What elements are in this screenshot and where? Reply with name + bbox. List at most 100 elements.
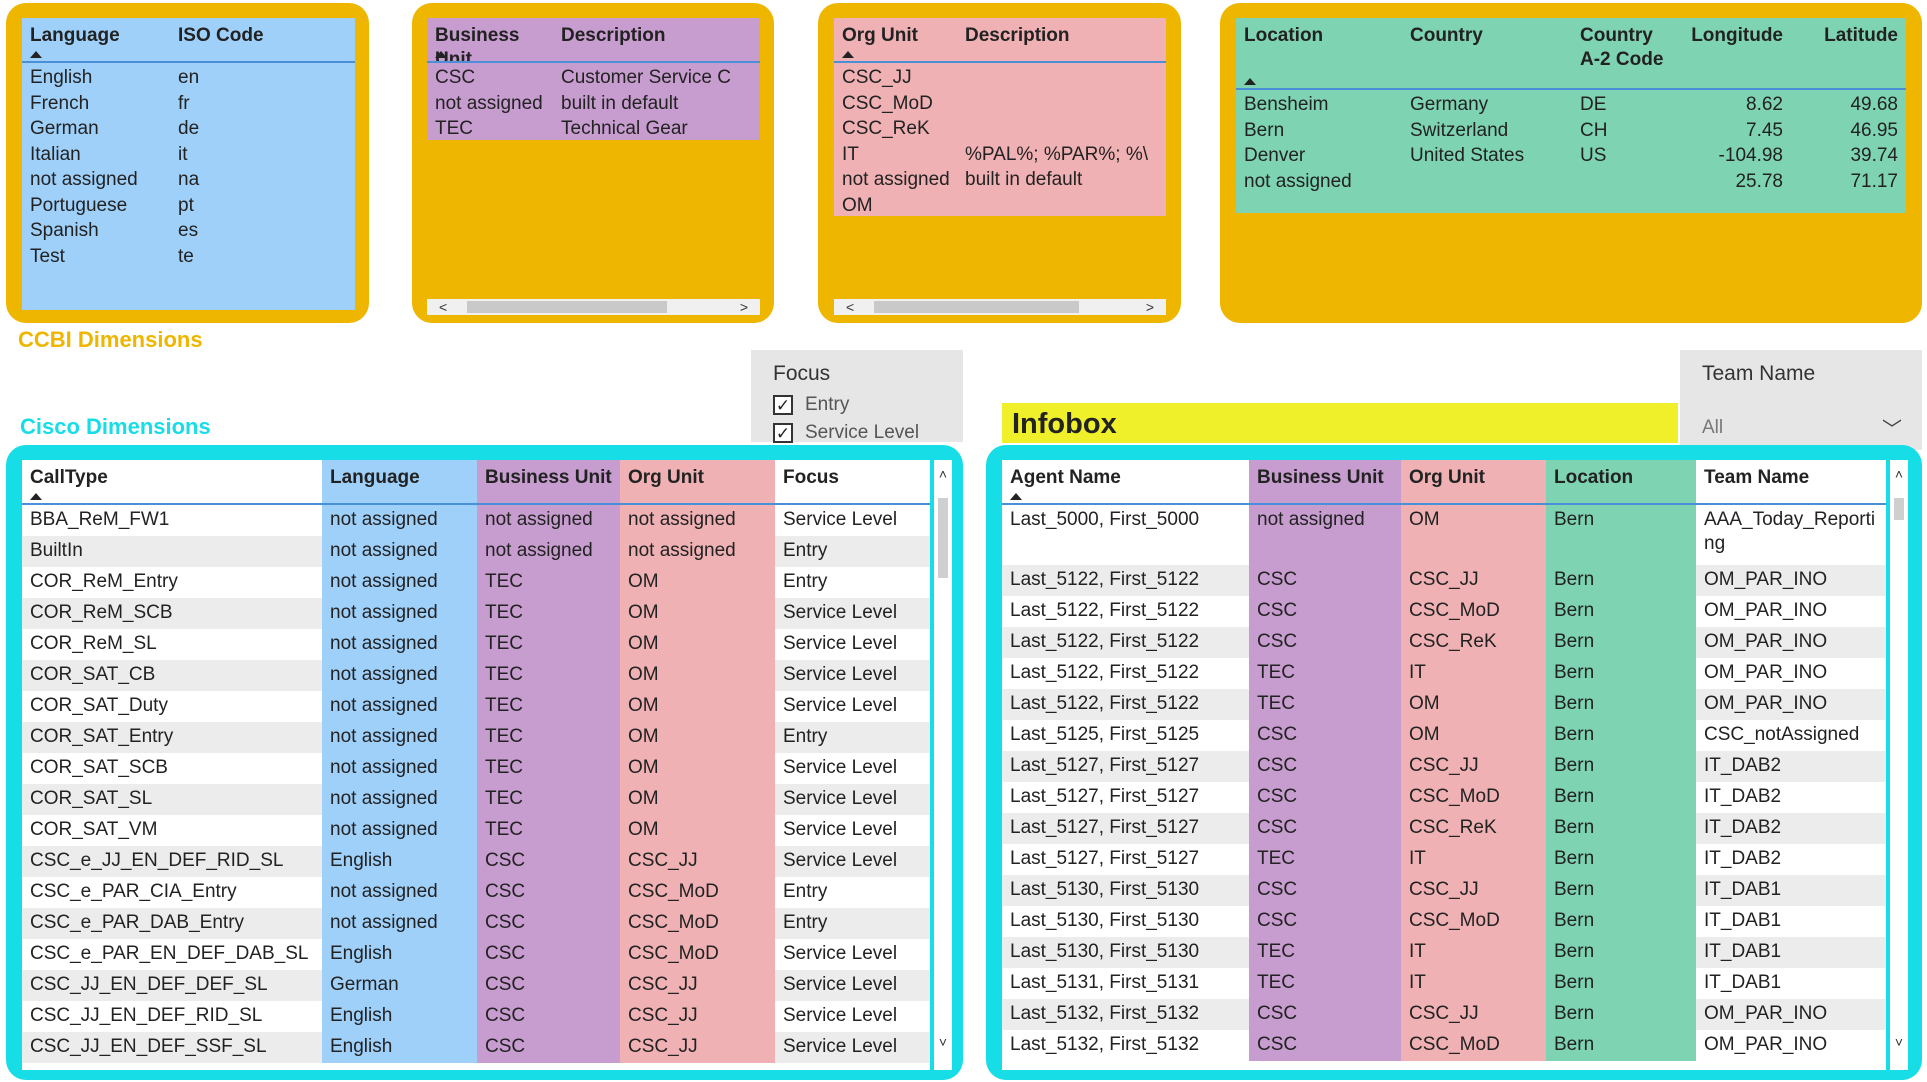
table-row[interactable]: COR_SAT_Entry not assigned TEC OM Entry	[22, 722, 930, 753]
sort-ascending-icon[interactable]	[30, 51, 42, 58]
table-row[interactable]: Last_5131, First_5131 TEC IT Bern IT_DAB1	[1002, 968, 1886, 999]
column-header[interactable]: Latitude	[1791, 18, 1906, 88]
table-row[interactable]: Last_5130, First_5130 CSC CSC_JJ Bern IT_DAB…	[1002, 875, 1886, 906]
column-header[interactable]: Org Unit	[834, 18, 957, 61]
scroll-up-icon[interactable]: ˄	[938, 466, 948, 482]
table-row[interactable]: Last_5122, First_5122 TEC IT Bern OM_PAR_INO	[1002, 658, 1886, 689]
sort-ascending-icon[interactable]	[30, 493, 42, 500]
agent-vscroll[interactable]: ˄ ˅	[1890, 460, 1908, 1070]
table-row[interactable]: CSC_e_JJ_EN_DEF_RID_SL English CSC CSC_JJ Se…	[22, 846, 930, 877]
table-row[interactable]: Last_5130, First_5130 TEC IT Bern IT_DAB1	[1002, 937, 1886, 968]
focus-option-entry[interactable]: ✓ Entry	[773, 394, 849, 416]
table-row[interactable]: not assigned 25.78 71.17	[1236, 166, 1906, 192]
table-row[interactable]: Bern Switzerland CH 7.45 46.95	[1236, 115, 1906, 141]
table-row[interactable]: IT %PAL%; %PAR%; %\	[834, 139, 1166, 165]
table-row[interactable]: Last_5127, First_5127 CSC CSC_MoD Bern IT_DA…	[1002, 782, 1886, 813]
column-header[interactable]: Language	[22, 18, 170, 61]
scroll-right-icon[interactable]: >	[1145, 299, 1154, 315]
scroll-left-icon[interactable]: <	[846, 299, 855, 315]
table-row[interactable]: COR_ReM_SL not assigned TEC OM Service Level	[22, 629, 930, 660]
column-header[interactable]: Business Unit	[1249, 460, 1401, 503]
table-row[interactable]: CSC_e_PAR_EN_DEF_DAB_SL English CSC CSC_MoD…	[22, 939, 930, 970]
sort-ascending-icon[interactable]	[1010, 493, 1022, 500]
table-row[interactable]: Last_5122, First_5122 CSC CSC_JJ Bern OM_PAR…	[1002, 565, 1886, 596]
table-row[interactable]: CSC_JJ_EN_DEF_RID_SL English CSC CSC_JJ Serv…	[22, 1001, 930, 1032]
table-row[interactable]: not assigned na	[22, 165, 355, 191]
column-header[interactable]: Focus	[775, 460, 930, 503]
table-row[interactable]: Bensheim Germany DE 8.62 49.68	[1236, 90, 1906, 116]
column-header[interactable]: Language	[322, 460, 477, 503]
table-row[interactable]: Last_5127, First_5127 CSC CSC_JJ Bern IT_DAB…	[1002, 751, 1886, 782]
table-row[interactable]: Last_5127, First_5127 CSC CSC_ReK Bern IT_DA…	[1002, 813, 1886, 844]
table-row[interactable]: OM	[834, 190, 1166, 216]
column-header[interactable]: Org Unit	[1401, 460, 1546, 503]
table-row[interactable]: BBA_ReM_FW1 not assigned not assigned not a…	[22, 505, 930, 536]
vscroll-thumb[interactable]	[938, 498, 948, 578]
table-row[interactable]: Last_5127, First_5127 TEC IT Bern IT_DAB2	[1002, 844, 1886, 875]
table-row[interactable]: CSC_JJ_EN_DEF_DEF_SL German CSC CSC_JJ Servi…	[22, 970, 930, 1001]
table-row[interactable]: CSC_MoD	[834, 88, 1166, 114]
column-header[interactable]: Location	[1236, 18, 1402, 88]
focus-option-service-level[interactable]: ✓ Service Level	[773, 422, 919, 444]
column-header[interactable]: Business Unit	[477, 460, 620, 503]
column-header[interactable]: Org Unit	[620, 460, 775, 503]
column-header[interactable]: Team Name	[1696, 460, 1886, 503]
table-row[interactable]: CSC Customer Service C	[427, 63, 760, 89]
table-row[interactable]: COR_ReM_SCB not assigned TEC OM Service Leve…	[22, 598, 930, 629]
scroll-left-icon[interactable]: <	[439, 299, 448, 315]
table-row[interactable]: COR_ReM_Entry not assigned TEC OM Entry	[22, 567, 930, 598]
table-row[interactable]: COR_SAT_CB not assigned TEC OM Service Level	[22, 660, 930, 691]
sort-ascending-icon[interactable]	[435, 51, 447, 58]
checkbox-icon[interactable]: ✓	[773, 395, 793, 415]
scroll-down-icon[interactable]: ˅	[1894, 1034, 1904, 1050]
table-row[interactable]: Test te	[22, 241, 355, 267]
table-row[interactable]: CSC_e_PAR_CIA_Entry not assigned CSC CSC_Mo…	[22, 877, 930, 908]
column-header[interactable]: Description	[553, 18, 760, 61]
table-row[interactable]: Italian it	[22, 139, 355, 165]
table-row[interactable]: Last_5122, First_5122 CSC CSC_MoD Bern OM_PA…	[1002, 596, 1886, 627]
table-row[interactable]: not assigned built in default	[834, 165, 1166, 191]
table-row[interactable]: COR_SAT_SL not assigned TEC OM Service Level	[22, 784, 930, 815]
hscroll-thumb[interactable]	[467, 301, 667, 313]
table-row[interactable]: Last_5125, First_5125 CSC OM Bern CSC_notAss…	[1002, 720, 1886, 751]
chevron-down-icon[interactable]: ﹀	[1882, 419, 1902, 441]
table-row[interactable]: Last_5130, First_5130 CSC CSC_MoD Bern IT_DA…	[1002, 906, 1886, 937]
table-row[interactable]: TEC Technical Gear	[427, 114, 760, 140]
table-row[interactable]: CSC_ReK	[834, 114, 1166, 140]
table-row[interactable]: not assigned built in default	[427, 88, 760, 114]
table-row[interactable]: Denver United States US -104.98 39.74	[1236, 141, 1906, 167]
sort-ascending-icon[interactable]	[842, 51, 854, 58]
table-row[interactable]: CSC_JJ	[834, 63, 1166, 89]
table-row[interactable]: Last_5132, First_5132 CSC CSC_JJ Bern OM_PAR…	[1002, 999, 1886, 1030]
table-row[interactable]: COR_SAT_SCB not assigned TEC OM Service Leve…	[22, 753, 930, 784]
scroll-down-icon[interactable]: ˅	[938, 1034, 948, 1050]
table-row[interactable]: English en	[22, 63, 355, 89]
table-row[interactable]: Last_5000, First_5000 not assigned OM Bern A…	[1002, 505, 1886, 565]
table-row[interactable]: COR_SAT_Duty not assigned TEC OM Service Lev…	[22, 691, 930, 722]
column-header[interactable]: Longitude	[1678, 18, 1791, 88]
table-row[interactable]: French fr	[22, 88, 355, 114]
scroll-up-icon[interactable]: ˄	[1894, 466, 1904, 482]
column-header[interactable]: Agent Name	[1002, 460, 1249, 503]
column-header[interactable]: Location	[1546, 460, 1696, 503]
table-row[interactable]: Last_5132, First_5132 CSC CSC_MoD Bern OM_PA…	[1002, 1030, 1886, 1061]
vscroll-thumb[interactable]	[1894, 498, 1904, 520]
hscroll-thumb[interactable]	[874, 301, 1079, 313]
table-row[interactable]: Portuguese pt	[22, 190, 355, 216]
table-row[interactable]: CSC_JJ_EN_DEF_SSF_SL English CSC CSC_JJ Serv…	[22, 1032, 930, 1063]
table-row[interactable]: German de	[22, 114, 355, 140]
table-row[interactable]: Last_5122, First_5122 CSC CSC_ReK Bern OM_PA…	[1002, 627, 1886, 658]
column-header[interactable]: Country A-2 Code	[1572, 18, 1678, 88]
scroll-right-icon[interactable]: >	[739, 299, 748, 315]
checkbox-icon[interactable]: ✓	[773, 423, 793, 443]
table-row[interactable]: COR_SAT_VM not assigned TEC OM Service Level	[22, 815, 930, 846]
column-header[interactable]: Country	[1402, 18, 1572, 88]
column-header[interactable]: ISO Code	[170, 18, 355, 61]
table-row[interactable]: Last_5122, First_5122 TEC OM Bern OM_PAR_INO	[1002, 689, 1886, 720]
sort-ascending-icon[interactable]	[1244, 78, 1256, 85]
table-row[interactable]: CSC_e_PAR_DAB_Entry not assigned CSC CSC_Mo…	[22, 908, 930, 939]
column-header[interactable]: Description	[957, 18, 1166, 61]
business-unit-hscroll[interactable]: < >	[427, 299, 760, 315]
team-name-dropdown[interactable]: All ﹀	[1702, 408, 1902, 448]
calltype-vscroll[interactable]: ˄ ˅	[934, 460, 952, 1070]
